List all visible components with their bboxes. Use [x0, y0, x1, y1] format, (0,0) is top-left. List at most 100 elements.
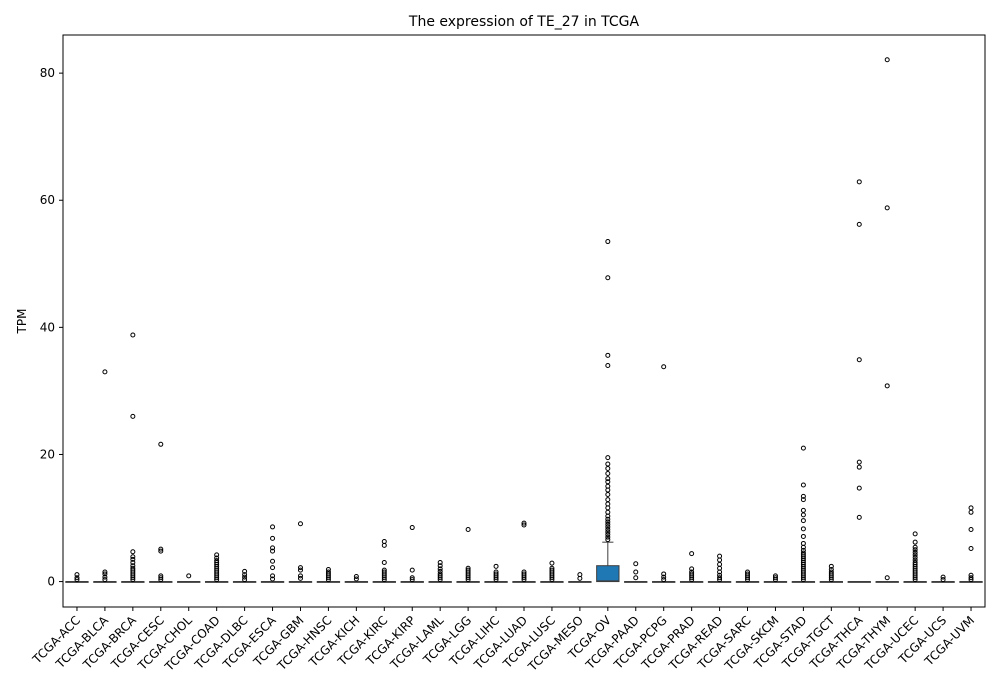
outlier-point [409, 577, 415, 583]
outlier-point [353, 576, 359, 582]
outlier-point [605, 476, 611, 482]
outlier-point [437, 568, 443, 574]
outlier-point [828, 567, 834, 573]
outlier-point [102, 577, 108, 583]
outlier-point [968, 575, 974, 581]
outlier-point [158, 573, 164, 579]
y-tick-label: 20 [40, 447, 55, 461]
outlier-point [130, 563, 136, 569]
outlier-point [437, 560, 443, 566]
y-tick-label: 80 [40, 66, 55, 80]
outlier-point [772, 573, 778, 579]
outlier-point [605, 529, 611, 535]
outlier-point [381, 569, 387, 575]
outlier-point [130, 556, 136, 562]
outlier-point [856, 464, 862, 470]
outlier-point [605, 497, 611, 503]
outlier-point [158, 546, 164, 552]
outlier-point [940, 577, 946, 583]
outlier-point [270, 548, 276, 554]
outlier-point [381, 567, 387, 573]
outlier-point [661, 577, 667, 583]
outlier-point [102, 569, 108, 575]
outlier-point [800, 493, 806, 499]
outlier-point [102, 571, 108, 577]
outlier-point [717, 553, 723, 559]
outlier-point [884, 57, 890, 63]
outlier-point [297, 521, 303, 527]
outlier-point [912, 544, 918, 550]
outlier-point [521, 522, 527, 528]
outlier-point [884, 205, 890, 211]
chart-title: The expression of TE_27 in TCGA [408, 14, 640, 30]
outlier-point [689, 569, 695, 575]
outlier-point [102, 574, 108, 580]
outlier-point [968, 546, 974, 552]
outlier-point [270, 573, 276, 579]
outlier-point [325, 569, 331, 575]
outlier-point [800, 540, 806, 546]
outlier-point [745, 569, 751, 575]
outlier-point [130, 549, 136, 555]
outlier-point [605, 521, 611, 527]
outlier-point [381, 560, 387, 566]
outlier-point [661, 571, 667, 577]
outlier-point [884, 383, 890, 389]
outlier-point [270, 565, 276, 571]
outlier-point [912, 560, 918, 566]
outlier-point [549, 560, 555, 566]
outlier-point [717, 572, 723, 578]
outlier-point [912, 557, 918, 563]
outlier-point [633, 575, 639, 581]
outlier-point [968, 509, 974, 515]
outlier-point [968, 526, 974, 532]
outlier-point [297, 567, 303, 573]
outlier-point [130, 554, 136, 560]
outlier-point [800, 497, 806, 503]
outlier-point [800, 518, 806, 524]
outlier-point [437, 563, 443, 569]
outlier-point [912, 549, 918, 555]
outlier-point [661, 574, 667, 580]
outlier-point [800, 445, 806, 451]
outlier-point [521, 571, 527, 577]
outlier-point [912, 547, 918, 553]
outlier-point [884, 575, 890, 581]
outlier-point [661, 364, 667, 370]
outlier-point [549, 567, 555, 573]
outlier-point [242, 574, 248, 580]
outlier-point [465, 565, 471, 571]
outlier-point [186, 573, 192, 579]
outlier-point [633, 569, 639, 575]
outlier-point [242, 568, 248, 574]
outlier-point [409, 525, 415, 531]
outlier-point [800, 550, 806, 556]
outlier-point [912, 552, 918, 558]
outlier-point [297, 573, 303, 579]
outlier-point [968, 572, 974, 578]
outlier-point [353, 573, 359, 579]
outlier-point [465, 526, 471, 532]
outlier-point [605, 534, 611, 540]
outlier-point [493, 563, 499, 569]
outlier-point [549, 565, 555, 571]
outlier-point [605, 479, 611, 485]
outlier-point [577, 572, 583, 578]
plot-area: 020406080TCGA-ACCTCGA-BLCATCGA-BRCATCGA-… [29, 34, 986, 674]
outlier-point [158, 575, 164, 581]
outlier-point [130, 565, 136, 571]
outlier-point [689, 566, 695, 572]
outlier-point [605, 519, 611, 525]
outlier-point [856, 459, 862, 465]
outlier-point [521, 569, 527, 575]
outlier-point [102, 369, 108, 375]
y-axis-label: TPM [15, 309, 29, 335]
outlier-point [214, 558, 220, 564]
outlier-point [437, 571, 443, 577]
outlier-point [493, 571, 499, 577]
outlier-point [270, 535, 276, 541]
outlier-point [270, 524, 276, 530]
outlier-point [828, 563, 834, 569]
outlier-point [130, 332, 136, 338]
outlier-point [270, 576, 276, 582]
